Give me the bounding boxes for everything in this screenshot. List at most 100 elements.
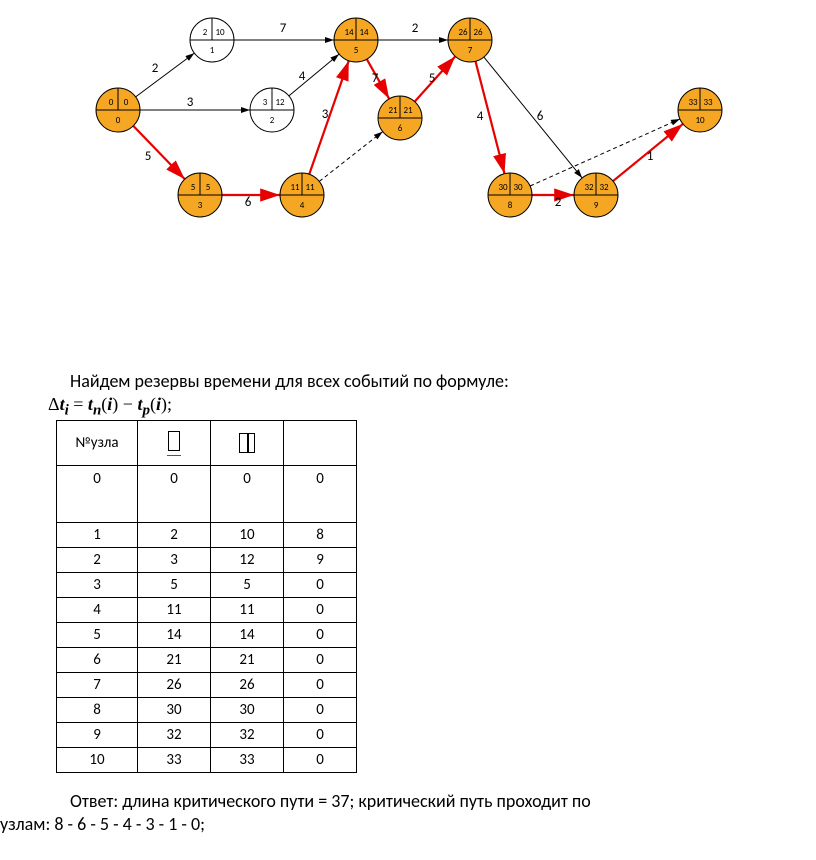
edge-label: 7 — [372, 71, 379, 86]
table-cell: 0 — [211, 466, 284, 523]
answer-line2: узлам: 8 - 6 - 5 - 4 - 3 - 1 - 0; — [0, 813, 205, 835]
svg-text:14: 14 — [359, 27, 369, 38]
edge — [319, 132, 382, 182]
edge — [309, 61, 349, 174]
edge-label: 5 — [145, 149, 152, 164]
edge-label: 6 — [245, 195, 252, 210]
svg-text:10: 10 — [215, 27, 225, 38]
table-cell: 0 — [284, 698, 357, 723]
table-cell: 33 — [138, 748, 211, 773]
graph-node: 2101 — [190, 18, 234, 62]
table-cell: 0 — [138, 466, 211, 523]
graph-node: 553 — [178, 173, 222, 217]
edge-label: 3 — [322, 107, 329, 122]
table-cell: 6 — [57, 648, 138, 673]
svg-text:14: 14 — [344, 27, 354, 38]
svg-text:21: 21 — [388, 105, 398, 116]
svg-text:11: 11 — [305, 182, 315, 193]
svg-text:0: 0 — [124, 97, 129, 108]
svg-text:5: 5 — [191, 182, 196, 193]
table-row: 3550 — [57, 573, 357, 598]
edge-label: 4 — [299, 69, 306, 84]
edge-label: 5 — [429, 71, 436, 86]
table-cell: 10 — [211, 523, 284, 548]
table-row: 932320 — [57, 723, 357, 748]
svg-text:7: 7 — [468, 45, 473, 56]
graph-node: 26267 — [448, 18, 492, 62]
svg-text:4: 4 — [300, 200, 305, 211]
table-cell: 7 — [57, 673, 138, 698]
table-cell: 32 — [138, 723, 211, 748]
col-delta — [284, 421, 357, 466]
svg-text:2: 2 — [203, 27, 208, 38]
table-cell: 5 — [57, 623, 138, 648]
svg-text:30: 30 — [498, 182, 508, 193]
edge-label: 7 — [280, 21, 287, 36]
edge-label: 2 — [412, 21, 419, 36]
svg-text:8: 8 — [508, 200, 513, 211]
col-tn — [211, 421, 284, 466]
table-row: 621210 — [57, 648, 357, 673]
svg-text:5: 5 — [354, 45, 359, 56]
svg-text:6: 6 — [398, 123, 403, 134]
table-cell: 33 — [211, 748, 284, 773]
table-cell: 0 — [57, 466, 138, 523]
svg-text:30: 30 — [513, 182, 523, 193]
intro-text: Найдем резервы времени для всех событий … — [70, 370, 509, 393]
svg-text:33: 33 — [688, 97, 698, 108]
table-cell: 8 — [284, 523, 357, 548]
table-cell: 0 — [284, 573, 357, 598]
table-cell: 2 — [57, 548, 138, 573]
edge-label: 2 — [152, 61, 159, 76]
table-cell: 0 — [284, 466, 357, 523]
svg-text:0: 0 — [109, 97, 114, 108]
graph-node: 21 216 — [378, 96, 422, 140]
table-cell: 5 — [211, 573, 284, 598]
edge-label: 1 — [647, 149, 654, 164]
table-cell: 0 — [284, 623, 357, 648]
table-cell: 14 — [211, 623, 284, 648]
table-row: 0000 — [57, 466, 357, 523]
table-cell: 0 — [284, 598, 357, 623]
answer-line1: Ответ: длина критического пути = 37; кри… — [70, 790, 591, 812]
table-cell: 30 — [211, 698, 284, 723]
svg-text:9: 9 — [594, 200, 599, 211]
table-cell: 0 — [284, 748, 357, 773]
table-cell: 10 — [57, 748, 138, 773]
svg-text:32: 32 — [599, 182, 609, 193]
edge — [133, 126, 184, 179]
svg-text:21: 21 — [403, 105, 413, 116]
svg-text:26: 26 — [473, 27, 483, 38]
table-cell: 0 — [284, 723, 357, 748]
graph-node: 333310 — [678, 88, 722, 132]
table-cell: 26 — [138, 673, 211, 698]
table-cell: 2 — [138, 523, 211, 548]
table-row: 1033330 — [57, 748, 357, 773]
svg-text:3: 3 — [198, 200, 203, 211]
col-tp — [138, 421, 211, 466]
table-cell: 9 — [57, 723, 138, 748]
table-cell: 8 — [57, 698, 138, 723]
edge — [289, 54, 339, 96]
graph-node: 14 145 — [334, 18, 378, 62]
table-cell: 9 — [284, 548, 357, 573]
table-cell: 26 — [211, 673, 284, 698]
graph-node: 30 308 — [488, 173, 532, 217]
table-cell: 30 — [138, 698, 211, 723]
table-cell: 11 — [211, 598, 284, 623]
svg-text:3: 3 — [263, 97, 268, 108]
graph-node: 3122 — [250, 88, 294, 132]
col-node: №узла — [57, 421, 138, 466]
graph-node: 32 329 — [574, 173, 618, 217]
table-cell: 21 — [138, 648, 211, 673]
table-row: 726260 — [57, 673, 357, 698]
svg-text:10: 10 — [695, 115, 705, 126]
table-cell: 4 — [57, 598, 138, 623]
svg-text:32: 32 — [584, 182, 594, 193]
svg-text:11: 11 — [290, 182, 300, 193]
table-cell: 0 — [284, 673, 357, 698]
table-cell: 1 — [57, 523, 138, 548]
network-graph: 2357463725462100021013122553111141414521… — [0, 0, 816, 270]
table-row: 23129 — [57, 548, 357, 573]
svg-text:2: 2 — [270, 115, 275, 126]
